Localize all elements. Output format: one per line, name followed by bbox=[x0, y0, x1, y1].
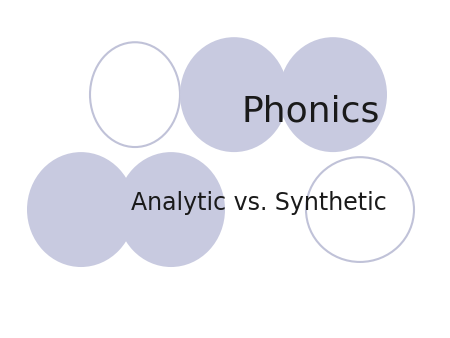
Text: Phonics: Phonics bbox=[241, 95, 380, 128]
Ellipse shape bbox=[180, 37, 288, 152]
Ellipse shape bbox=[27, 152, 135, 267]
Ellipse shape bbox=[117, 152, 225, 267]
Ellipse shape bbox=[90, 42, 180, 147]
Ellipse shape bbox=[306, 157, 414, 262]
Ellipse shape bbox=[279, 37, 387, 152]
Text: Analytic vs. Synthetic: Analytic vs. Synthetic bbox=[131, 191, 387, 215]
